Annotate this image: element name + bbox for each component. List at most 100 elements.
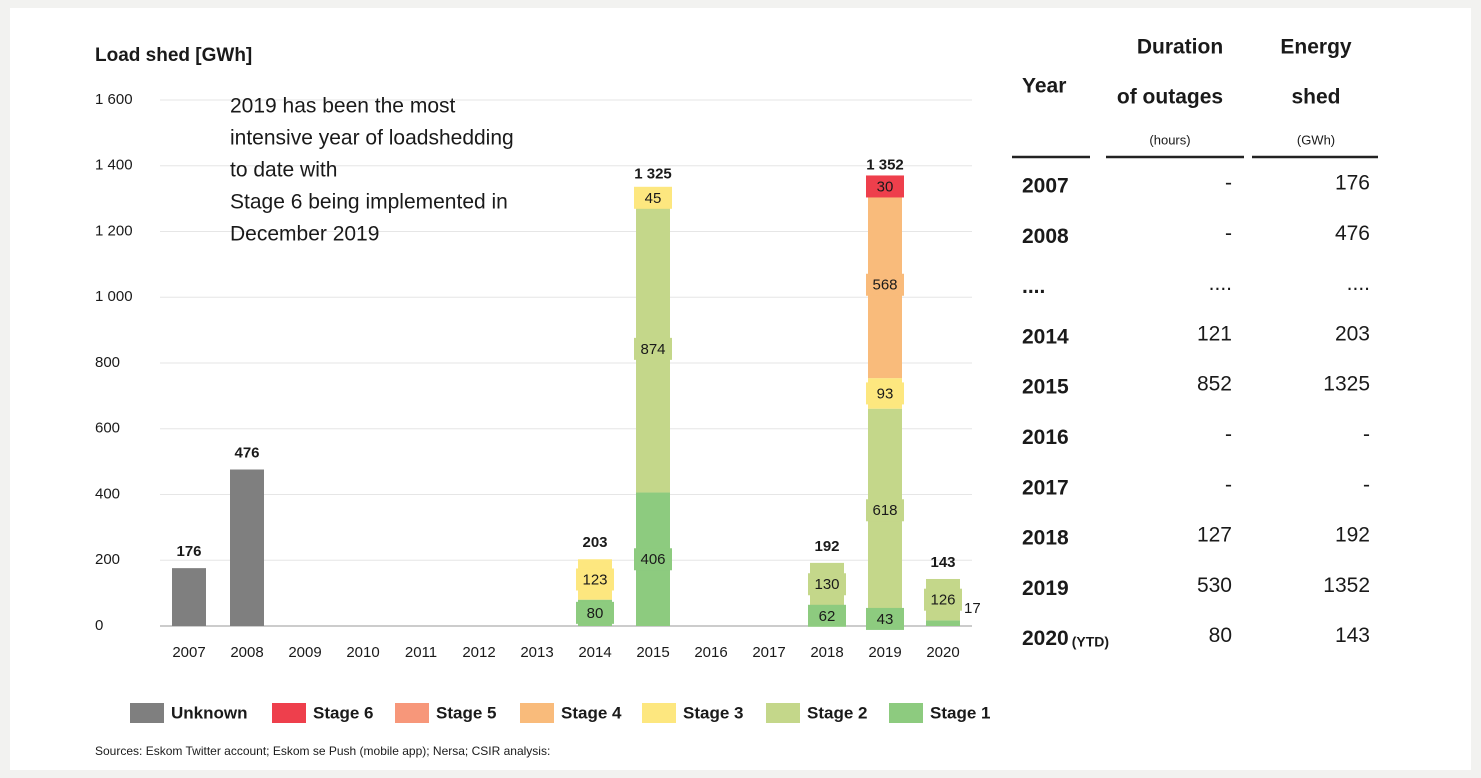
- legend-label: Stage 4: [561, 703, 622, 722]
- table-cell: -: [1225, 473, 1232, 496]
- data-label: 80: [587, 605, 604, 622]
- table-cell: 530: [1197, 574, 1232, 597]
- table-cell: 80: [1209, 624, 1232, 647]
- legend-swatch: [889, 703, 923, 723]
- legend-swatch: [395, 703, 429, 723]
- table-year: 2014: [1022, 325, 1069, 348]
- data-label: 17: [964, 600, 981, 617]
- x-tick-label: 2020: [926, 644, 959, 661]
- data-label: 43: [877, 611, 894, 628]
- legend-swatch: [642, 703, 676, 723]
- legend-label: Stage 6: [313, 703, 373, 722]
- y-tick-label: 800: [95, 354, 120, 371]
- data-label: 568: [872, 277, 897, 294]
- data-label: 618: [872, 502, 897, 519]
- data-label-box: [866, 273, 904, 296]
- annotation: Stage 6 being implemented in: [230, 191, 508, 214]
- y-tick-label: 200: [95, 551, 120, 568]
- total-label: 176: [176, 543, 201, 560]
- x-tick-label: 2008: [230, 644, 263, 661]
- legend-label: Unknown: [171, 703, 248, 722]
- legend-label: Stage 5: [436, 703, 496, 722]
- annotation: intensive year of loadshedding: [230, 127, 514, 150]
- table-cell: -: [1225, 172, 1232, 195]
- x-tick-label: 2019: [868, 644, 901, 661]
- table-header: Year: [1022, 75, 1066, 98]
- table-cell: ....: [1209, 272, 1232, 295]
- total-label: 476: [234, 444, 259, 461]
- x-tick-label: 2018: [810, 644, 843, 661]
- data-label: 93: [877, 385, 894, 402]
- chart-title: Load shed [GWh]: [95, 45, 252, 66]
- data-label: 874: [640, 341, 665, 358]
- table-cell: 192: [1335, 524, 1370, 547]
- table-unit: (hours): [1149, 132, 1190, 147]
- table-cell: 852: [1197, 373, 1232, 396]
- x-tick-label: 2009: [288, 644, 321, 661]
- table-cell: -: [1363, 423, 1370, 446]
- x-tick-label: 2016: [694, 644, 727, 661]
- data-label-box: [866, 382, 904, 405]
- data-label-box: [808, 573, 846, 596]
- total-label: 192: [814, 538, 839, 555]
- total-label: 203: [582, 534, 607, 551]
- data-label-box: [808, 604, 846, 627]
- table-cell: -: [1225, 222, 1232, 245]
- data-label-box: [924, 588, 962, 611]
- table-year: 2007: [1022, 175, 1069, 198]
- table-cell: ....: [1347, 272, 1370, 295]
- x-tick-label: 2012: [462, 644, 495, 661]
- legend-label: Stage 1: [930, 703, 990, 722]
- table-year: 2019: [1022, 577, 1069, 600]
- annotation: 2019 has been the most: [230, 95, 455, 118]
- panel: [10, 8, 1471, 770]
- table-year: 2017: [1022, 476, 1069, 499]
- legend-swatch: [130, 703, 164, 723]
- table-cell: -: [1363, 473, 1370, 496]
- table-cell: 476: [1335, 222, 1370, 245]
- data-label-box: [576, 568, 614, 591]
- table-year: 2015: [1022, 376, 1069, 399]
- x-tick-label: 2010: [346, 644, 379, 661]
- data-label-box: [866, 499, 904, 522]
- data-label-box: [866, 175, 904, 198]
- y-tick-label: 1 600: [95, 91, 133, 108]
- table-cell: -: [1225, 423, 1232, 446]
- x-tick-label: 2017: [752, 644, 785, 661]
- legend-label: Stage 3: [683, 703, 743, 722]
- data-label: 130: [814, 576, 839, 593]
- data-label: 406: [640, 551, 665, 568]
- table-note: (YTD): [1072, 633, 1109, 649]
- y-tick-label: 1 400: [95, 157, 133, 174]
- data-label: 30: [877, 178, 894, 195]
- data-label-box: [634, 548, 672, 571]
- x-tick-label: 2007: [172, 644, 205, 661]
- y-tick-label: 400: [95, 485, 120, 502]
- total-label: 1 325: [634, 165, 672, 182]
- table-header: Duration: [1137, 36, 1223, 59]
- table-cell: 1325: [1323, 373, 1370, 396]
- legend-swatch: [520, 703, 554, 723]
- table-year: 2016: [1022, 426, 1069, 449]
- data-label: 123: [582, 571, 607, 588]
- total-label: 143: [930, 554, 955, 571]
- legend-label: Stage 2: [807, 703, 867, 722]
- data-label-box: [866, 607, 904, 630]
- data-label-box: [634, 186, 672, 209]
- table-year: ....: [1022, 275, 1045, 298]
- x-tick-label: 2014: [578, 644, 611, 661]
- y-tick-label: 1 000: [95, 288, 133, 305]
- annotation: December 2019: [230, 223, 379, 246]
- y-tick-label: 0: [95, 617, 103, 634]
- table-cell: 121: [1197, 322, 1232, 345]
- table-header: Energy: [1280, 36, 1352, 59]
- x-tick-label: 2011: [405, 644, 437, 661]
- data-label-box: [576, 601, 614, 624]
- table-cell: 143: [1335, 624, 1370, 647]
- table-cell: 127: [1197, 524, 1232, 547]
- data-label: 62: [819, 608, 836, 625]
- legend-swatch: [272, 703, 306, 723]
- total-label: 1 352: [866, 156, 904, 173]
- data-label: 126: [930, 592, 955, 609]
